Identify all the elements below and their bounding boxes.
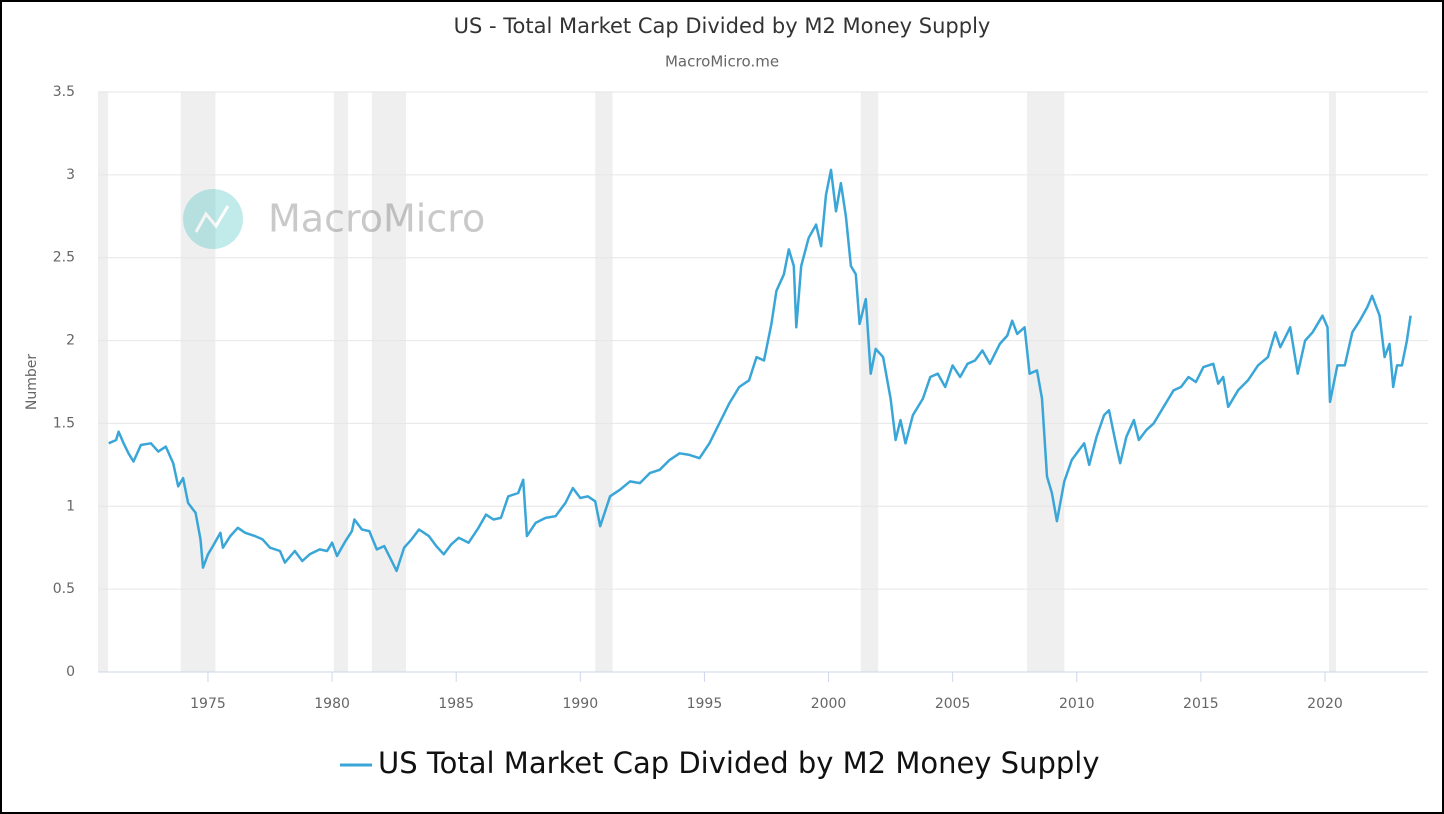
watermark-logo-mark bbox=[194, 205, 230, 233]
recession-band bbox=[1328, 92, 1336, 672]
recession-band bbox=[595, 92, 613, 672]
recession-band bbox=[98, 92, 108, 672]
x-tick-label: 1995 bbox=[687, 696, 723, 712]
watermark-logo bbox=[183, 189, 243, 249]
chart-title: US - Total Market Cap Divided by M2 Mone… bbox=[454, 14, 991, 38]
chart-subtitle: MacroMicro.me bbox=[665, 53, 779, 71]
recession-band bbox=[371, 92, 407, 672]
y-tick-label: 3.5 bbox=[53, 84, 75, 100]
recession-band bbox=[860, 92, 879, 672]
recession-band bbox=[1027, 92, 1065, 672]
x-tick-label: 2005 bbox=[935, 696, 971, 712]
recession-band bbox=[180, 92, 216, 672]
x-tick-label: 2015 bbox=[1183, 696, 1219, 712]
x-tick-label: 2000 bbox=[811, 696, 847, 712]
recession-band bbox=[333, 92, 348, 672]
y-axis-label: Number bbox=[24, 354, 40, 410]
y-tick-label: 1 bbox=[66, 498, 75, 514]
x-tick-label: 1975 bbox=[190, 696, 226, 712]
x-tick-label: 2010 bbox=[1059, 696, 1095, 712]
data-line bbox=[108, 168, 1412, 573]
x-tick-label: 1990 bbox=[562, 696, 598, 712]
y-tick-label: 0 bbox=[66, 664, 75, 680]
legend-label: US Total Market Cap Divided by M2 Money … bbox=[378, 746, 1100, 780]
y-tick-label: 2 bbox=[66, 333, 75, 349]
watermark: MacroMicro bbox=[183, 189, 485, 249]
x-tick-label: 2020 bbox=[1307, 696, 1343, 712]
y-tick-label: 0.5 bbox=[53, 581, 75, 597]
x-tick-label: 1985 bbox=[438, 696, 474, 712]
y-tick-label: 2.5 bbox=[53, 250, 75, 266]
x-tick-label: 1980 bbox=[314, 696, 350, 712]
y-tick-label: 3 bbox=[66, 167, 75, 183]
watermark-text: MacroMicro bbox=[268, 197, 485, 241]
y-tick-label: 1.5 bbox=[53, 415, 75, 431]
